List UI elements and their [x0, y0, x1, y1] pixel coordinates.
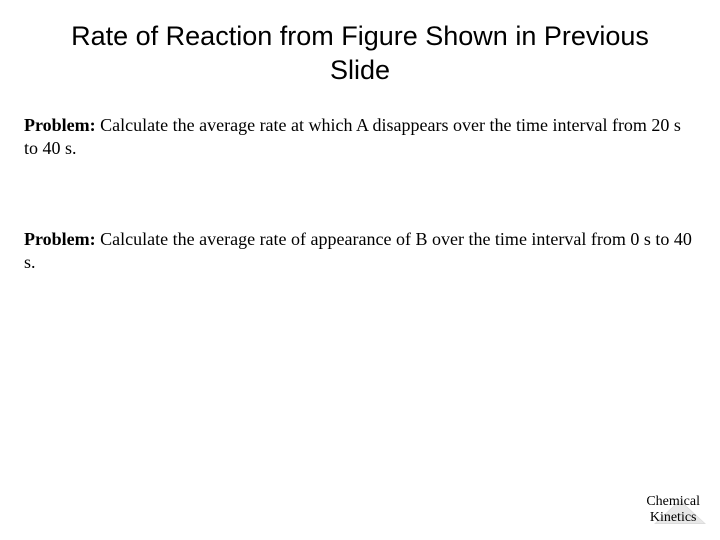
- problem-2: Problem: Calculate the average rate of a…: [24, 228, 696, 274]
- footer-line1: Chemical: [646, 494, 700, 509]
- problem-2-label: Problem:: [24, 229, 96, 249]
- problem-1: Problem: Calculate the average rate at w…: [24, 114, 696, 160]
- footer-line2: Kinetics: [650, 510, 697, 525]
- slide-container: Rate of Reaction from Figure Shown in Pr…: [0, 0, 720, 540]
- problem-2-text: Calculate the average rate of appearance…: [24, 229, 692, 272]
- footer-text: Chemical Kinetics: [646, 494, 700, 526]
- problem-1-label: Problem:: [24, 115, 96, 135]
- slide-title: Rate of Reaction from Figure Shown in Pr…: [24, 20, 696, 88]
- problem-1-text: Calculate the average rate at which A di…: [24, 115, 681, 158]
